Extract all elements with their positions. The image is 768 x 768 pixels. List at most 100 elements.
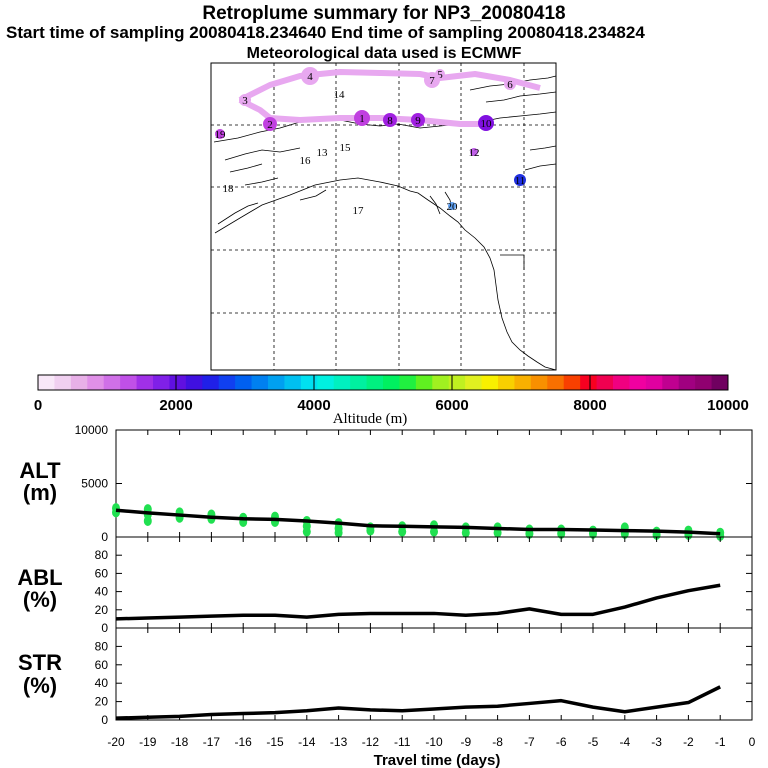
map-point-marker — [383, 113, 397, 127]
y-tick-label: 20 — [95, 695, 109, 709]
colorbar-swatch — [678, 375, 696, 390]
map-point-label: 15 — [340, 142, 352, 154]
colorbar-swatch — [120, 375, 138, 390]
colorbar-swatch — [432, 375, 450, 390]
panel-abl: ABL(%) 0 20 40 60 80 — [17, 536, 753, 635]
colorbar-swatch — [547, 375, 565, 390]
colorbar-swatch — [268, 375, 285, 390]
colorbar-swatch — [54, 375, 72, 390]
plume-track — [238, 69, 541, 127]
y-tick-label: 20 — [95, 603, 109, 617]
series-line-alt — [115, 508, 721, 536]
panel-ylabel: ALT — [19, 458, 61, 483]
colorbar-swatch — [415, 375, 433, 390]
colorbar-swatch — [580, 375, 598, 390]
alt-scatter-point — [461, 527, 470, 538]
colorbar-swatch — [481, 375, 499, 390]
y-tick-label: 80 — [95, 639, 109, 653]
colorbar-tick-label: 4000 — [297, 397, 330, 414]
map-point-label: 16 — [300, 155, 312, 167]
colorbar-tick-label: 6000 — [435, 397, 468, 414]
x-tick-label: -16 — [235, 735, 253, 749]
x-tick-label: -11 — [394, 735, 411, 749]
map-point-label: 3 — [242, 95, 248, 107]
panel-str: STR(%) 0 20 40 60 80 — [18, 627, 753, 727]
map-point-label: 14 — [334, 89, 346, 101]
panel-alt: ALT(m) 0 5000 10000 — [19, 423, 753, 544]
y-tick-label: 60 — [95, 658, 109, 672]
colorbar-swatch — [87, 375, 105, 390]
panel-ylabel-unit: (m) — [23, 480, 57, 505]
map-point-marker — [478, 115, 494, 131]
colorbar-swatch — [399, 375, 417, 390]
x-tick-label: -17 — [203, 735, 221, 749]
map-point-marker — [411, 113, 425, 127]
colorbar: 0 2000 4000 6000 8000 10000 Altitude (m) — [34, 374, 749, 427]
map-point-label: 8 — [387, 115, 393, 127]
x-tick-label: -3 — [651, 735, 662, 749]
map-point-label: 20 — [447, 201, 459, 213]
x-axis-label: Travel time (days) — [374, 752, 501, 768]
map-point-label: 19 — [215, 129, 227, 141]
x-tick-label: -2 — [683, 735, 694, 749]
colorbar-swatch — [136, 375, 154, 390]
colorbar-swatch — [662, 375, 680, 390]
colorbar-swatch — [103, 375, 121, 390]
y-tick-label: 5000 — [81, 477, 108, 491]
alt-scatter-point — [143, 515, 152, 526]
chart-title: Retroplume summary for NP3_20080418 — [202, 3, 566, 24]
x-tick-label: -20 — [107, 735, 125, 749]
x-tick-label: -14 — [298, 735, 316, 749]
map-point-label: 2 — [267, 119, 273, 131]
colorbar-tick-label: 0 — [34, 397, 42, 414]
x-tick-label: -15 — [266, 735, 284, 749]
colorbar-swatch — [530, 375, 548, 390]
x-tick-label: -13 — [330, 735, 348, 749]
map-point-marker — [215, 129, 225, 139]
panel-ylabel: STR — [18, 650, 62, 675]
colorbar-swatch — [38, 375, 55, 390]
colorbar-swatch — [153, 375, 170, 390]
y-tick-label: 40 — [95, 585, 109, 599]
x-tick-label: -10 — [425, 735, 443, 749]
colorbar-label: Altitude (m) — [333, 411, 408, 427]
map-point-marker — [470, 148, 478, 156]
colorbar-ticks: 0 2000 4000 6000 8000 10000 — [34, 375, 749, 414]
map-point-marker — [263, 117, 277, 131]
y-tick-label: 0 — [101, 713, 108, 727]
map-point-label: 13 — [317, 147, 329, 159]
map-point-label: 1 — [359, 113, 365, 125]
colorbar-swatch — [317, 375, 335, 390]
map-point-marker — [424, 72, 440, 88]
x-tick-label: -1 — [715, 735, 726, 749]
map-point-marker — [504, 78, 516, 90]
colorbar-tick-label: 10000 — [707, 397, 749, 414]
colorbar-swatch — [202, 375, 220, 390]
x-tick-label: -6 — [556, 735, 567, 749]
panel-ylabel-unit: (%) — [23, 673, 57, 698]
map-point-label: 5 — [437, 69, 443, 81]
colorbar-swatch — [596, 375, 614, 390]
colorbar-swatch — [563, 375, 581, 390]
colorbar-swatch — [514, 375, 532, 390]
y-tick-label: 0 — [101, 530, 108, 544]
colorbar-swatch — [366, 375, 384, 390]
x-tick-label: -12 — [362, 735, 380, 749]
alt-scatter-point — [430, 526, 438, 537]
time-series-panels: ALT(m)0500010000ABL(%)020406080STR(%)020… — [17, 423, 755, 768]
colorbar-swatch — [218, 375, 236, 390]
x-tick-label: -18 — [171, 735, 189, 749]
series-line-abl — [115, 583, 721, 621]
map-point-marker — [239, 94, 251, 106]
map-point-label: 4 — [307, 71, 313, 83]
x-tick-label: -4 — [619, 735, 630, 749]
map-point-marker — [354, 110, 370, 126]
alt-scatter-point — [334, 527, 343, 538]
colorbar-swatch — [251, 375, 269, 390]
y-tick-label: 0 — [101, 621, 108, 635]
colorbar-swatch — [711, 375, 729, 390]
map-point-label: 18 — [223, 183, 235, 195]
alt-scatter-point — [366, 525, 375, 536]
